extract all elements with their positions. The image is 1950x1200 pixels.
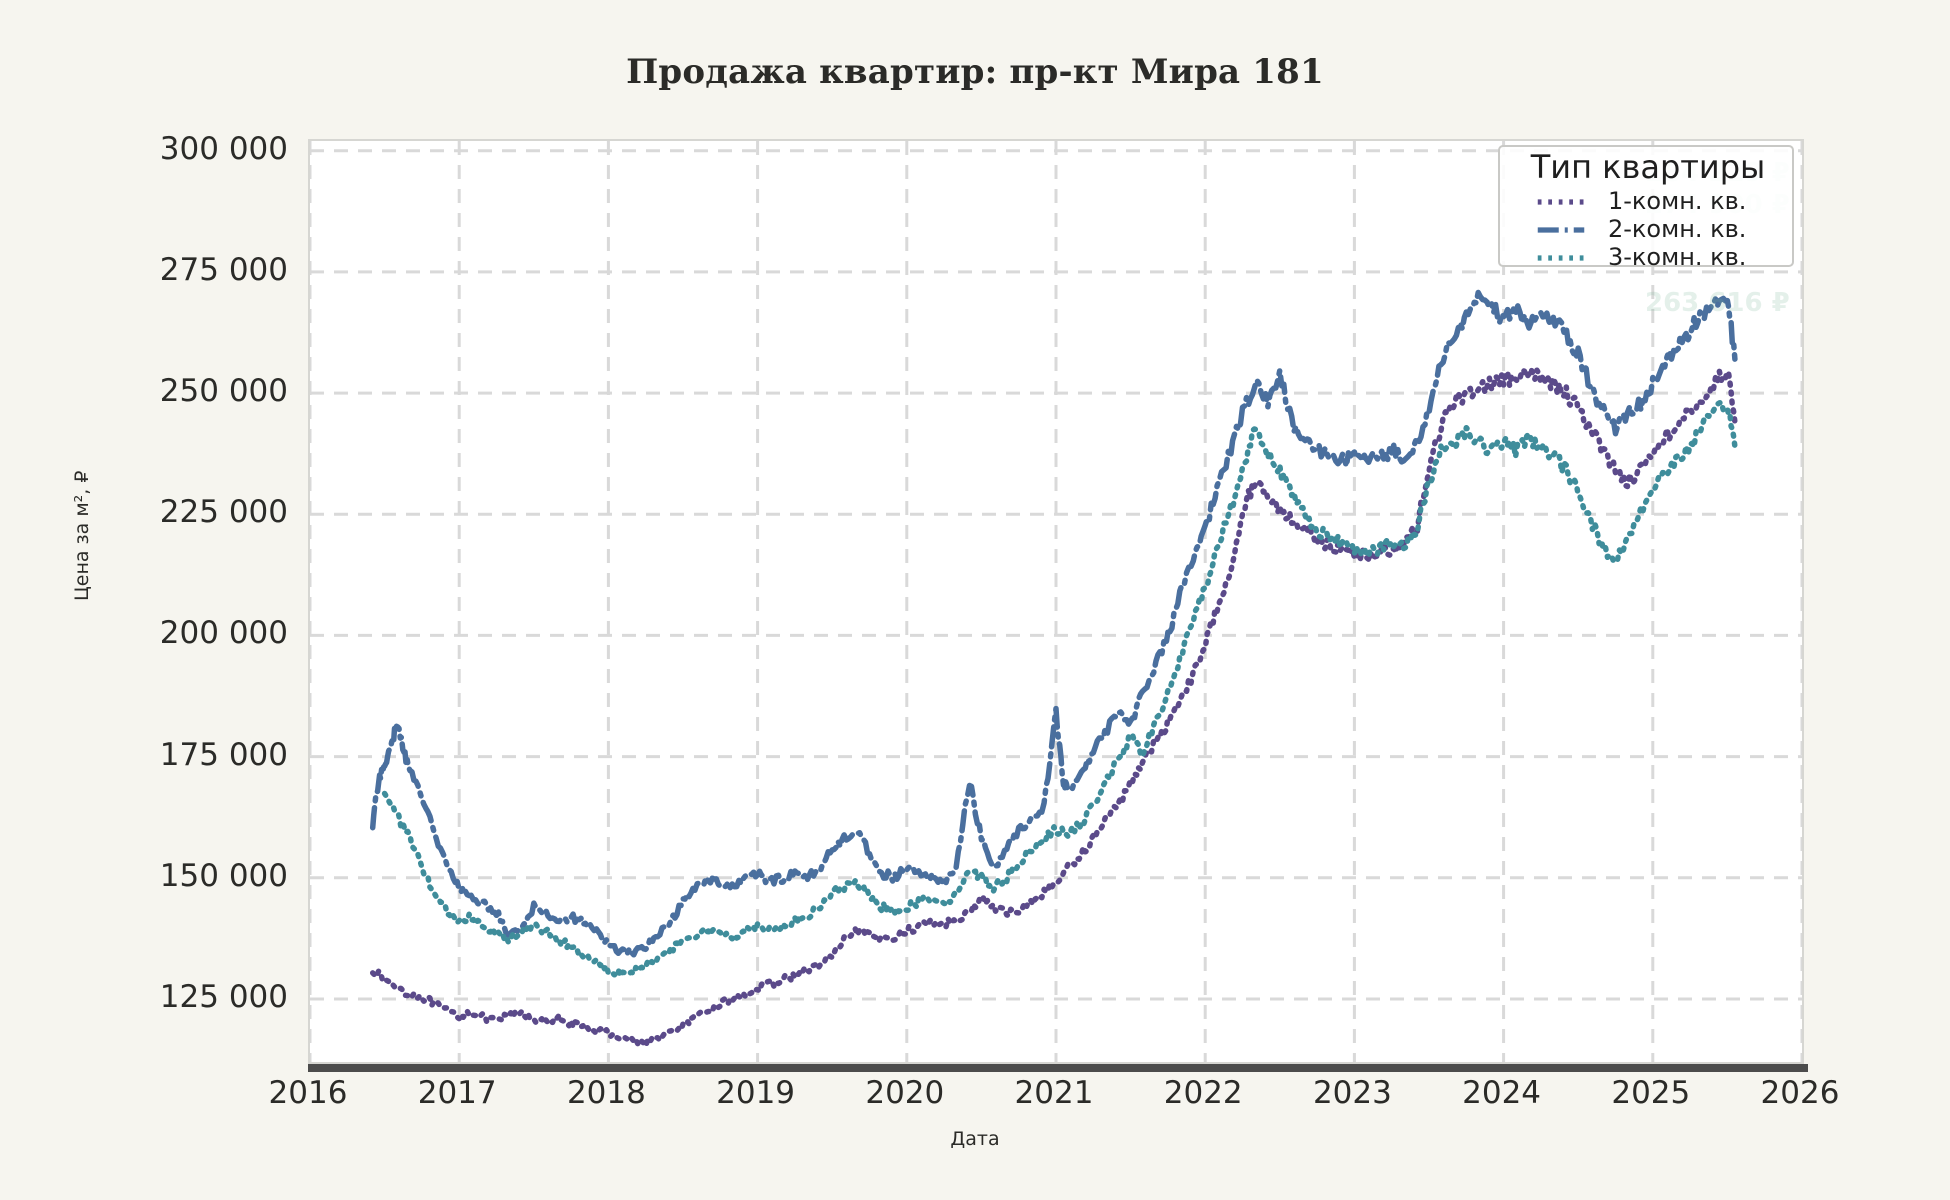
- series-line: [369, 289, 1738, 958]
- series-line: [369, 366, 1738, 1049]
- x-tick-label: 2022: [1163, 1075, 1243, 1111]
- x-tick-label: 2020: [865, 1075, 945, 1111]
- legend-swatch-2-icon: [1537, 227, 1585, 233]
- legend-item-label: 3-комн. кв.: [1608, 243, 1747, 271]
- x-tick-label: 2017: [417, 1075, 497, 1111]
- x-tick-label: 2021: [1014, 1075, 1094, 1111]
- x-tick-label: 2018: [566, 1075, 646, 1111]
- y-axis-title: Цена за м², ₽: [71, 470, 93, 601]
- legend-item[interactable]: 3-комн. кв.: [1500, 243, 1796, 273]
- x-tick-label: 2019: [716, 1075, 796, 1111]
- legend-swatch-1-icon: [1537, 199, 1585, 205]
- x-tick-label: 2024: [1462, 1075, 1542, 1111]
- x-tick-label: 2016: [268, 1075, 348, 1111]
- legend-item[interactable]: 2-комн. кв.: [1500, 215, 1796, 245]
- y-tick-label: 275 000: [159, 251, 288, 288]
- y-tick-label: 175 000: [159, 736, 288, 773]
- y-tick-label: 125 000: [159, 978, 288, 1015]
- plot-region: [308, 139, 1808, 1072]
- legend-item[interactable]: 1-комн. кв.: [1500, 187, 1796, 217]
- plot-area: [308, 139, 1804, 1064]
- legend-item-label: 1-комн. кв.: [1608, 187, 1747, 215]
- legend[interactable]: Тип квартиры 1-комн. кв. 2-комн. кв. 3-ком…: [1498, 145, 1796, 271]
- y-tick-label: 250 000: [159, 373, 288, 410]
- watermark-value: 263 616 ₽: [1645, 288, 1790, 318]
- page-title: Продажа квартир: пр-кт Мира 181: [626, 52, 1324, 92]
- x-axis-title: Дата: [950, 1128, 1000, 1150]
- x-tick-label: 2025: [1611, 1075, 1691, 1111]
- legend-swatch-3-icon: [1537, 255, 1585, 261]
- x-tick-label: 2023: [1312, 1075, 1392, 1111]
- y-tick-label: 200 000: [159, 615, 288, 652]
- y-tick-label: 150 000: [159, 857, 288, 894]
- series-canvas: [310, 141, 1802, 1062]
- y-tick-label: 300 000: [159, 130, 288, 167]
- gridlines: [310, 141, 1802, 1062]
- y-tick-label: 225 000: [159, 494, 288, 531]
- series-line: [381, 399, 1738, 979]
- x-tick-label: 2026: [1760, 1075, 1840, 1111]
- legend-item-label: 2-комн. кв.: [1608, 215, 1747, 243]
- x-axis-spine: [308, 1064, 1808, 1072]
- legend-title: Тип квартиры: [1530, 148, 1766, 186]
